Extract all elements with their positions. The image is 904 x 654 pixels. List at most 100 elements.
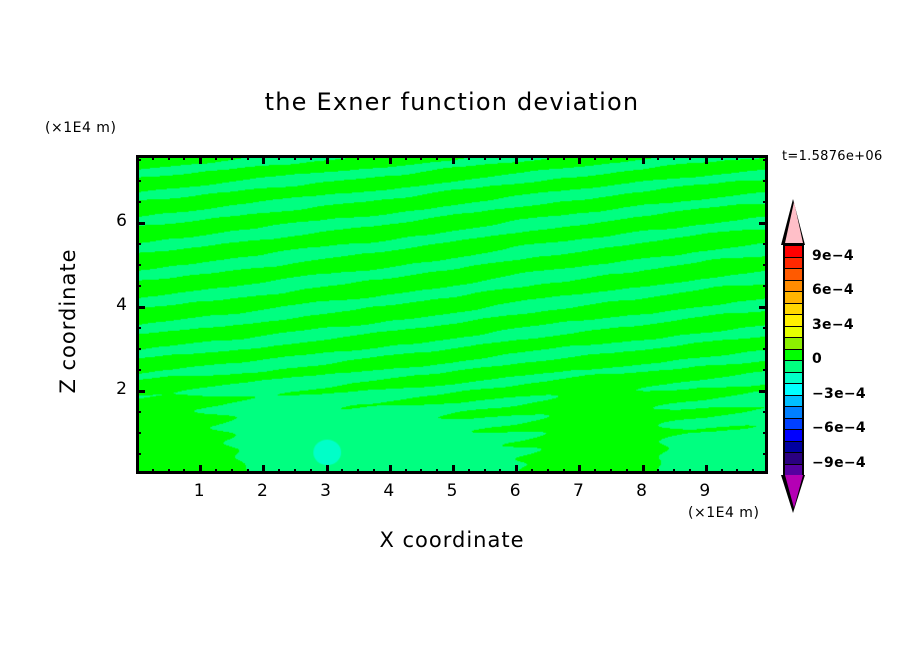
- tick-mark: [673, 155, 675, 160]
- tick-mark: [152, 155, 154, 160]
- colorbar-band: [783, 406, 804, 419]
- tick-mark: [136, 222, 145, 225]
- tick-mark: [215, 155, 217, 160]
- x-axis-title: X coordinate: [379, 528, 525, 552]
- x-tick-label: 4: [383, 481, 395, 501]
- tick-mark: [168, 155, 170, 160]
- tick-mark: [136, 432, 141, 434]
- colorbar-tick-label: −6e−4: [812, 420, 866, 436]
- tick-mark: [373, 469, 375, 474]
- tick-mark: [657, 469, 659, 474]
- colorbar: [783, 245, 804, 476]
- tick-mark: [763, 159, 768, 161]
- tick-mark: [136, 327, 141, 329]
- y-tick-label: 6: [116, 211, 127, 232]
- tick-mark: [752, 155, 754, 160]
- tick-mark: [136, 369, 141, 371]
- tick-mark: [420, 155, 422, 160]
- tick-mark: [136, 159, 141, 161]
- colorbar-band: [783, 371, 804, 384]
- tick-mark: [183, 155, 185, 160]
- tick-mark: [262, 465, 265, 474]
- y-tick-label: 4: [116, 295, 127, 316]
- colorbar-band: [783, 348, 804, 361]
- tick-mark: [436, 155, 438, 160]
- colorbar-band: [783, 337, 804, 350]
- tick-mark: [468, 155, 470, 160]
- colorbar-band: [783, 314, 804, 327]
- tick-mark: [136, 201, 141, 203]
- tick-mark: [763, 180, 768, 182]
- colorbar-band: [783, 256, 804, 269]
- tick-mark: [547, 469, 549, 474]
- tick-mark: [231, 155, 233, 160]
- colorbar-band: [783, 383, 804, 396]
- colorbar-band: [783, 463, 804, 476]
- colorbar-band: [783, 302, 804, 315]
- x-tick-label: 9: [699, 481, 711, 501]
- tick-mark: [341, 155, 343, 160]
- tick-mark: [136, 264, 141, 266]
- tick-mark: [657, 155, 659, 160]
- tick-mark: [626, 469, 628, 474]
- colorbar-band: [783, 440, 804, 453]
- tick-mark: [183, 469, 185, 474]
- tick-mark: [231, 469, 233, 474]
- tick-mark: [341, 469, 343, 474]
- tick-mark: [326, 465, 329, 474]
- tick-mark: [736, 469, 738, 474]
- tick-mark: [705, 155, 708, 164]
- tick-mark: [247, 155, 249, 160]
- tick-mark: [499, 155, 501, 160]
- colorbar-band: [783, 360, 804, 373]
- y-axis-title: Z coordinate: [56, 248, 80, 394]
- x-tick-label: 1: [193, 481, 205, 501]
- tick-mark: [310, 155, 312, 160]
- x-tick-label: 6: [509, 481, 521, 501]
- tick-mark: [136, 306, 145, 309]
- colorbar-band: [783, 429, 804, 442]
- tick-mark: [531, 469, 533, 474]
- tick-mark: [763, 432, 768, 434]
- colorbar-band: [783, 279, 804, 292]
- tick-mark: [168, 469, 170, 474]
- tick-mark: [278, 469, 280, 474]
- colorbar-band: [783, 452, 804, 465]
- tick-mark: [215, 469, 217, 474]
- tick-mark: [763, 201, 768, 203]
- tick-mark: [763, 285, 768, 287]
- tick-mark: [752, 469, 754, 474]
- tick-mark: [136, 348, 141, 350]
- tick-mark: [484, 155, 486, 160]
- tick-mark: [136, 411, 141, 413]
- colorbar-cap-top: [784, 202, 803, 243]
- tick-mark: [452, 155, 455, 164]
- colorbar-cap-bottom: [784, 475, 803, 508]
- tick-mark: [484, 469, 486, 474]
- tick-mark: [294, 469, 296, 474]
- colorbar-band: [783, 325, 804, 338]
- tick-mark: [547, 155, 549, 160]
- tick-mark: [436, 469, 438, 474]
- x-tick-label: 3: [320, 481, 331, 501]
- colorbar-tick-label: 6e−4: [812, 282, 854, 298]
- tick-mark: [594, 469, 596, 474]
- tick-mark: [689, 469, 691, 474]
- tick-mark: [763, 327, 768, 329]
- tick-mark: [357, 155, 359, 160]
- tick-mark: [420, 469, 422, 474]
- tick-mark: [515, 465, 518, 474]
- colorbar-band: [783, 394, 804, 407]
- tick-mark: [763, 348, 768, 350]
- tick-mark: [563, 469, 565, 474]
- colorbar-tick-label: −3e−4: [812, 385, 866, 402]
- tick-mark: [136, 243, 141, 245]
- y-tick-label: 2: [116, 379, 127, 400]
- colorbar-tick-label: 0: [812, 351, 823, 367]
- tick-mark: [763, 243, 768, 245]
- page-title: the Exner function deviation: [264, 88, 640, 116]
- tick-mark: [389, 465, 392, 474]
- tick-mark: [136, 180, 141, 182]
- x-tick-label: 5: [446, 481, 458, 501]
- tick-mark: [721, 155, 723, 160]
